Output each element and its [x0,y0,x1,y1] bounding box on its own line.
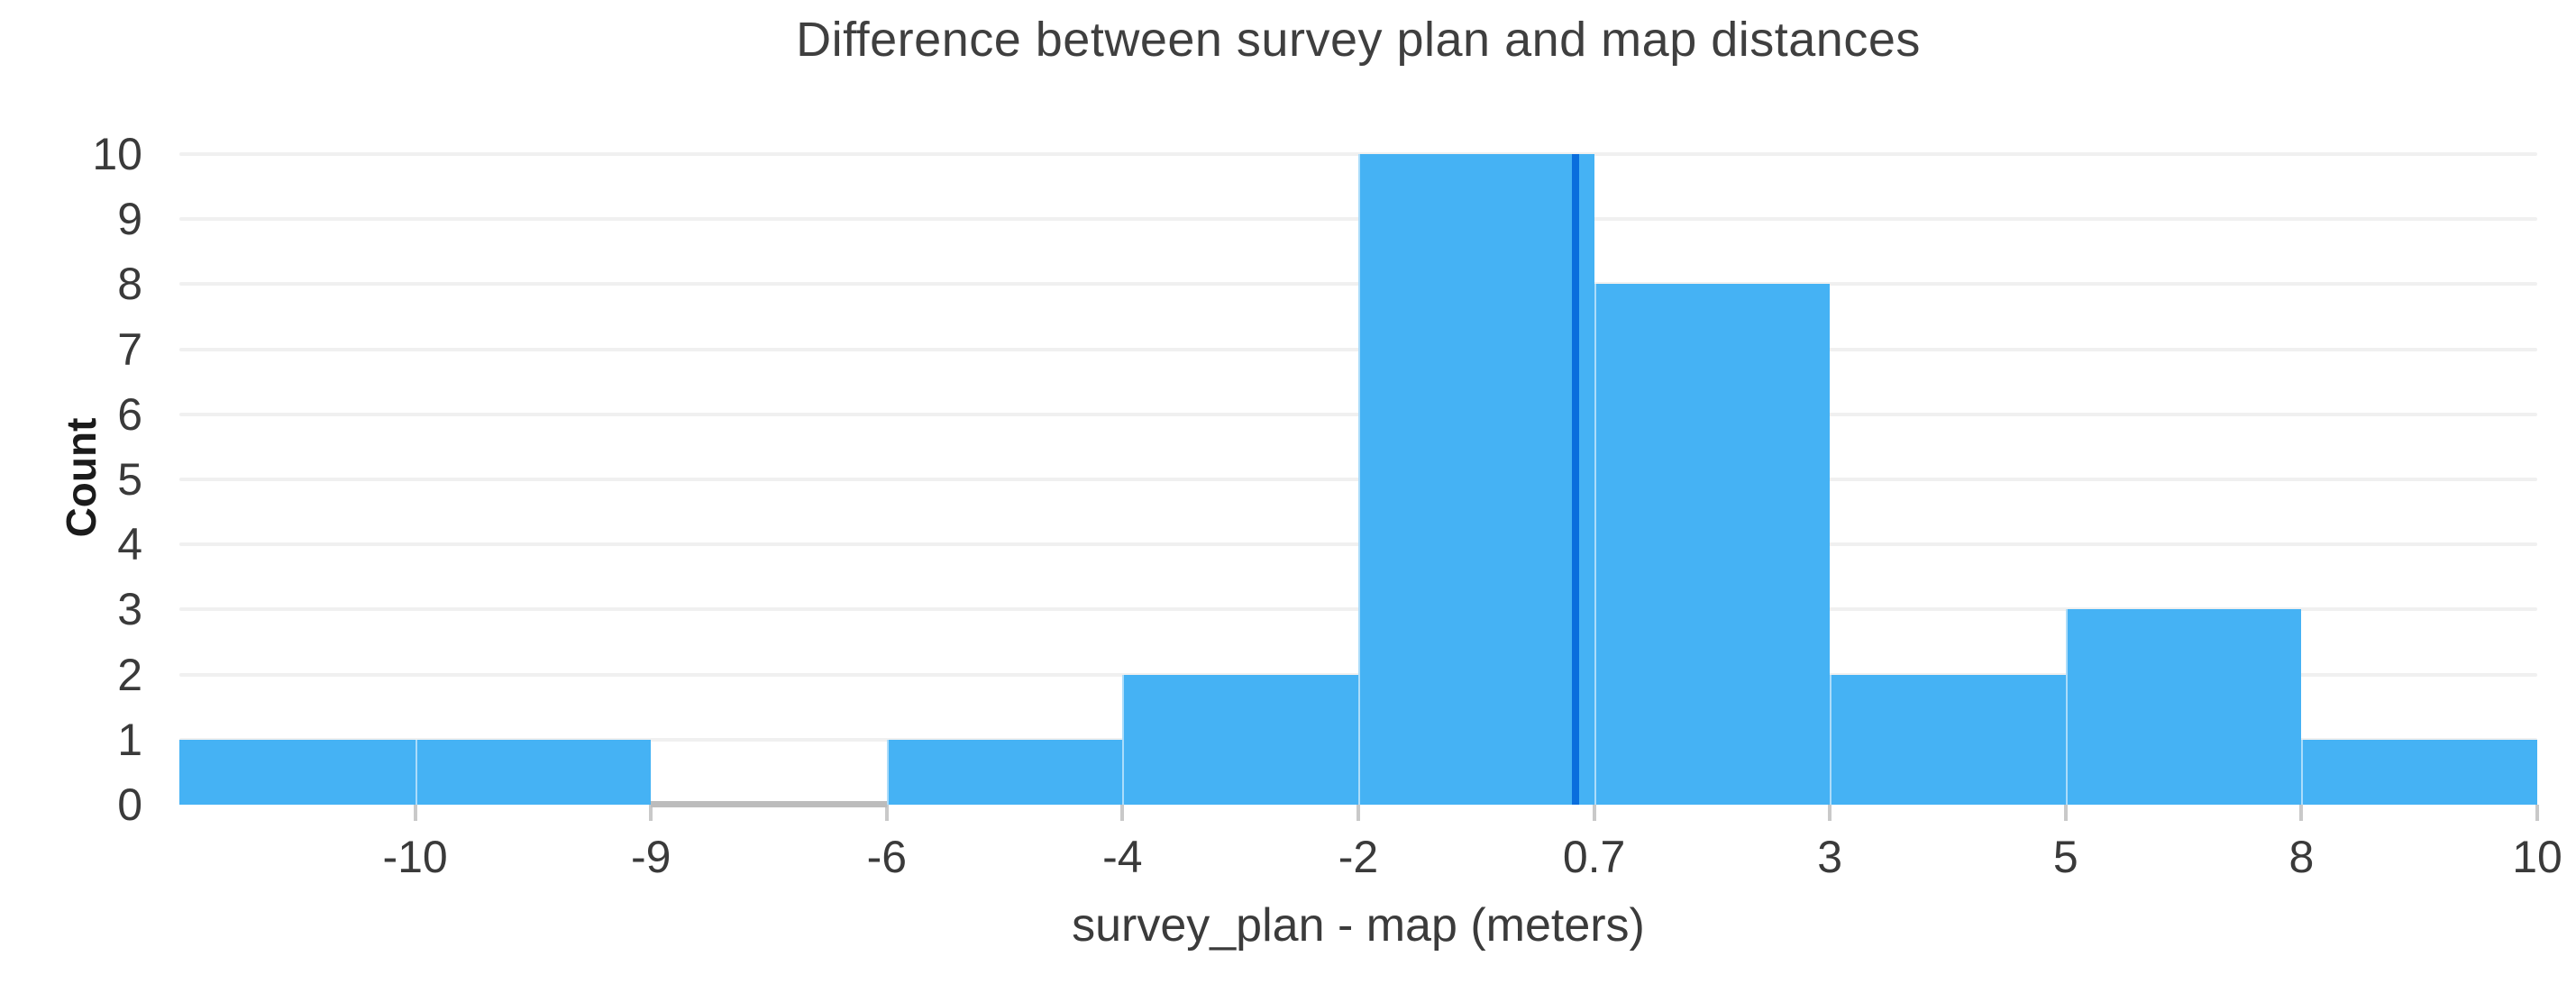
histogram-bar [415,739,652,805]
y-tick-label: 7 [117,323,142,375]
x-tick-mark [1357,805,1360,821]
histogram-bar [179,739,416,805]
x-tick-label: -4 [1102,832,1143,882]
histogram-bar [1594,284,1831,805]
x-tick-mark [1592,805,1596,821]
x-tick-mark [649,805,653,821]
histogram-bar [1830,674,2066,805]
y-tick-label: 4 [117,519,142,570]
x-axis-title: survey_plan - map (meters) [1072,899,1645,952]
mean-marker-line [1571,154,1579,805]
x-tick-mark [2063,805,2068,821]
y-tick-label: 3 [117,584,142,635]
x-tick-label: 10 [2512,832,2562,882]
x-tick-mark [2535,805,2539,821]
x-tick-mark [2299,805,2304,821]
chart-title: Difference between survey plan and map d… [796,13,1921,67]
y-tick-label: 6 [117,388,142,440]
x-tick-mark [1828,805,1832,821]
x-tick-label: 5 [2052,832,2078,882]
histogram-bar [2301,739,2537,805]
histogram-bar [886,739,1123,805]
x-tick-mark [413,805,417,821]
zero-count-bar [651,801,887,807]
y-tick-label: 9 [117,194,142,245]
y-tick-label: 10 [92,129,142,179]
x-tick-label: -6 [866,832,908,882]
x-tick-label: 3 [1817,832,1843,882]
histogram-bar [1122,674,1358,805]
x-tick-mark [884,805,889,821]
y-tick-label: 8 [117,259,142,310]
histogram-bar [2065,609,2302,805]
x-tick-mark [1120,805,1125,821]
x-tick-label: -2 [1338,832,1379,882]
x-tick-label: -9 [630,832,671,882]
x-tick-label: 8 [2288,832,2315,882]
y-tick-label: 5 [117,454,142,505]
histogram-bar [1358,154,1594,805]
x-tick-label: -10 [382,832,448,882]
y-tick-label: 2 [117,649,142,700]
x-tick-label: 0.7 [1562,832,1626,882]
y-tick-label: 0 [117,779,142,830]
y-tick-label: 1 [117,714,142,765]
